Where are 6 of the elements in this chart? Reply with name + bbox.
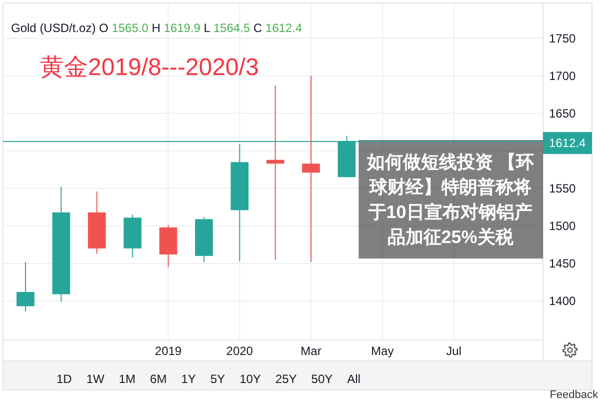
subtitle: Gold (USD/t.oz) O 1565.0 H 1619.9 L 1564.5 C 1612.4 xyxy=(11,21,302,35)
headline: 品加征25%关税 xyxy=(387,226,514,247)
headline: 如何做短线投资 【环 xyxy=(366,152,534,172)
headline: 球财经】特朗普称将 xyxy=(369,176,532,197)
title: 黄金2019/8---2020/3 xyxy=(40,54,259,81)
headline: 于10日宣布对钢铝产 xyxy=(368,202,532,222)
